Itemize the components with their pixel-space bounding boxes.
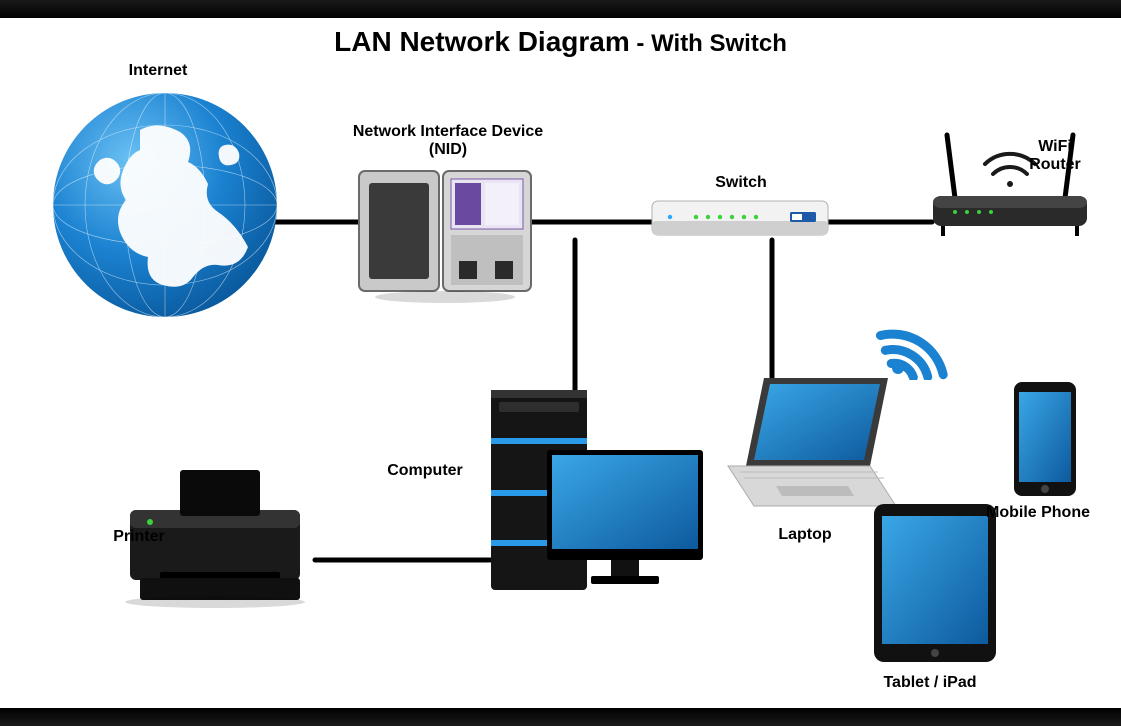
router-label: WiFi Router [1010,138,1100,174]
tablet-node [870,500,1000,670]
internet-node [45,85,285,325]
nid-node [355,165,535,305]
wifi-signal-icon [870,300,960,380]
nid-label: Network Interface Device (NID) [328,123,568,159]
switch-node [650,195,830,245]
computer-node [485,380,705,630]
nid-icon [355,165,535,305]
wifi-icon [870,300,960,380]
computer-icon [485,380,705,630]
phone-node [1010,380,1080,500]
internet-label: Internet [98,62,218,80]
globe-icon [45,85,285,325]
tablet-label: Tablet / iPad [860,674,1000,692]
switch-icon [650,195,830,245]
laptop-node [720,370,900,520]
phone-icon [1010,380,1080,500]
laptop-label: Laptop [760,526,850,544]
phone-label: Mobile Phone [968,504,1108,522]
switch-label: Switch [696,174,786,192]
printer-label: Printer [94,528,184,546]
computer-label: Computer [370,462,480,480]
laptop-icon [720,370,900,520]
tablet-icon [870,500,1000,670]
